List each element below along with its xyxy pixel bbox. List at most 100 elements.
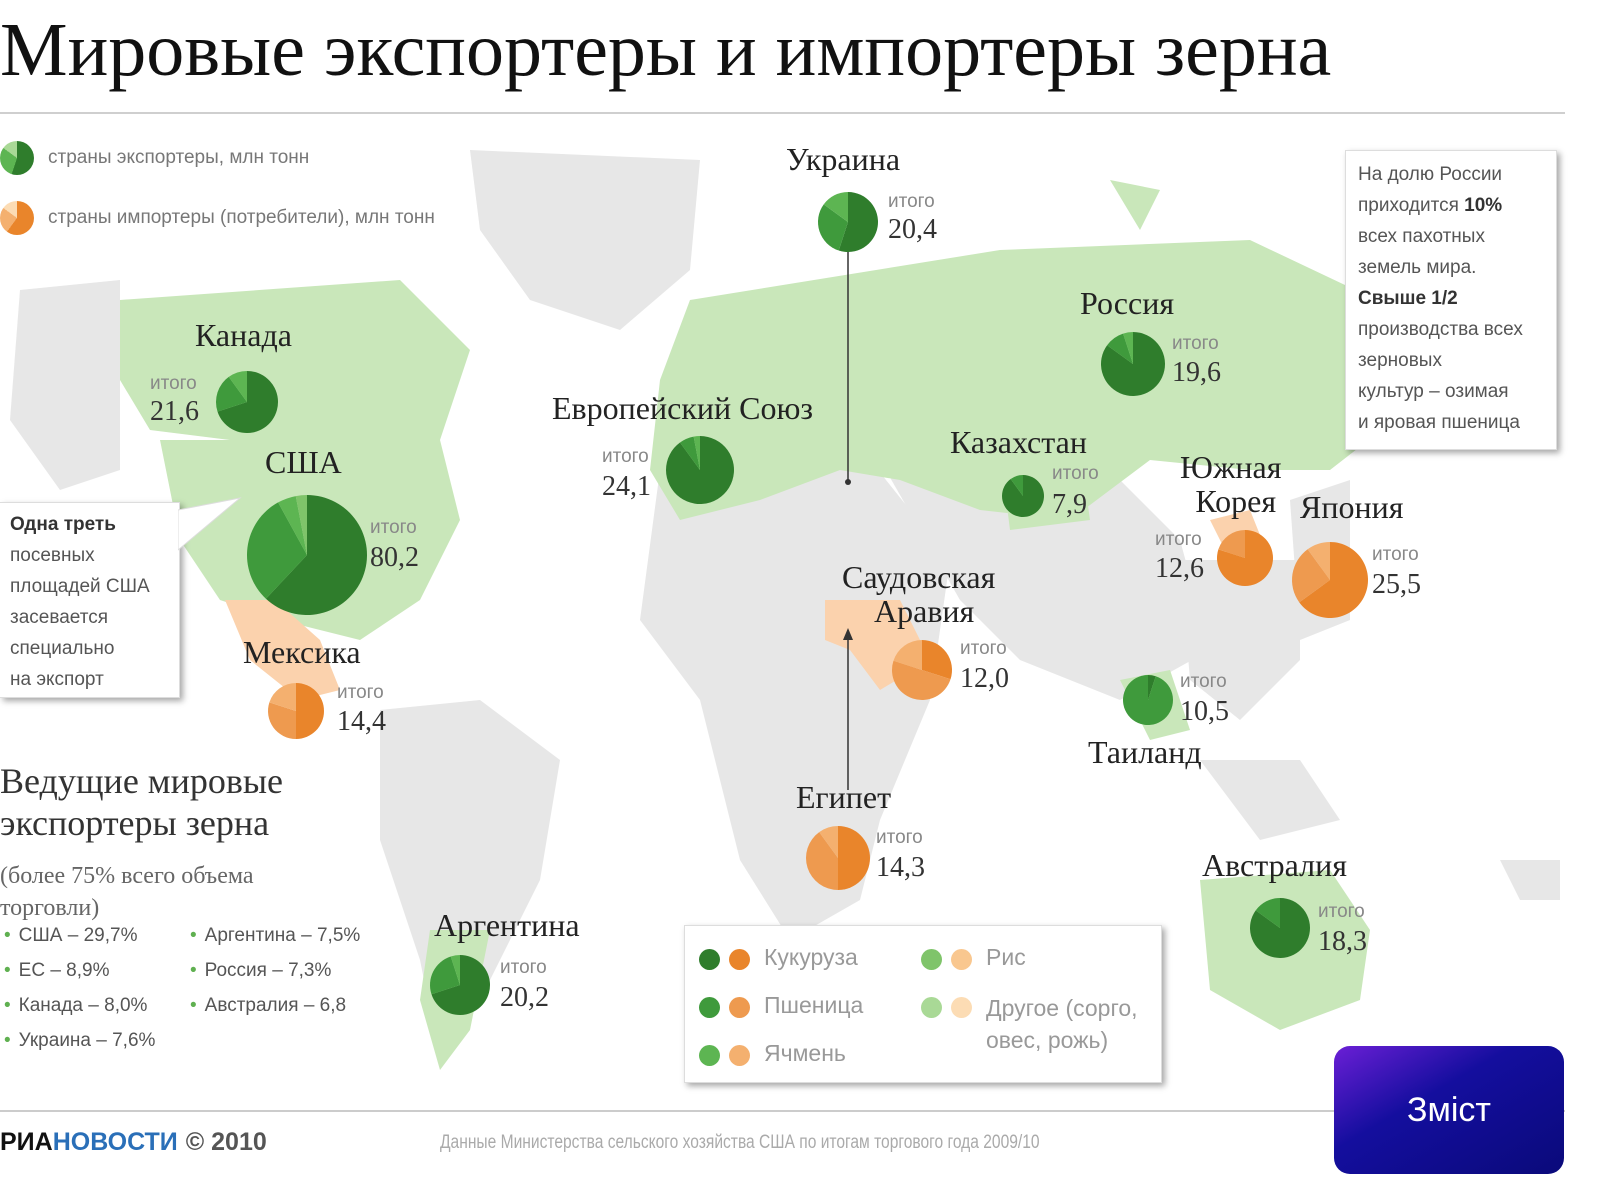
total-label-south-korea: итого	[1155, 529, 1202, 550]
russia-note-line: производства всех	[1358, 319, 1523, 340]
total-label-ukraine: итого	[888, 191, 935, 212]
leaders-subtitle: (более 75% всего объема торговли)	[0, 860, 254, 924]
total-label-russia: итого	[1172, 333, 1219, 354]
total-value-thailand: 10,5	[1180, 696, 1229, 727]
ria-logo: РИАНОВОСТИ © 2010	[0, 1128, 267, 1156]
total-label-usa: итого	[370, 517, 417, 538]
other-importer-dot	[951, 997, 972, 1018]
saudi-line1: Саудовская	[842, 559, 996, 595]
rice-exporter-dot	[921, 949, 942, 970]
crop-label: Пшеница	[764, 992, 864, 1018]
country-label-canada: Канада	[195, 317, 292, 353]
land-gray	[10, 150, 1560, 1060]
crop-label: Рис	[986, 944, 1026, 970]
russia-note-line: земель мира.	[1358, 257, 1477, 278]
total-value-japan: 25,5	[1372, 569, 1421, 600]
russia-note: На долю России приходится 10% всех пахот…	[1345, 150, 1557, 450]
usa-note-line: специально	[10, 638, 115, 659]
barley-importer-dot	[729, 1045, 750, 1066]
total-value-russia: 19,6	[1172, 357, 1221, 388]
total-value-ukraine: 20,4	[888, 214, 937, 245]
source-note: Данные Министерства сельского хозяйства …	[440, 1132, 1040, 1153]
corn-exporter-dot	[699, 949, 720, 970]
usa-note: Одна треть посевных площадей США засевае…	[0, 502, 180, 698]
page-title: Мировые экспортеры и импортеры зерна	[0, 8, 1332, 92]
saudi-line2: Аравия	[874, 593, 975, 629]
total-label-mexico: итого	[337, 682, 384, 703]
country-label-mexico: Мексика	[243, 634, 361, 670]
wheat-exporter-dot	[699, 997, 720, 1018]
total-value-usa: 80,2	[370, 542, 419, 573]
russia-note-line: Свыше 1/2	[1358, 288, 1458, 309]
crop-corn: Кукуруза	[699, 944, 858, 971]
country-label-saudi: Саудовская Аравия	[842, 560, 995, 628]
title-divider	[0, 112, 1565, 114]
total-value-argentina: 20,2	[500, 982, 549, 1013]
usa-note-pointer	[178, 497, 242, 551]
legend-exporters: страны экспортеры, млн тонн	[48, 147, 310, 168]
country-label-australia: Австралия	[1202, 847, 1347, 883]
crop-rice: Рис	[921, 944, 1026, 971]
russia-note-line: На долю России	[1358, 164, 1503, 185]
crop-legend: Кукуруза Пшеница Ячмень Рис Другое (сорг…	[684, 925, 1162, 1083]
usa-note-line: засевается	[10, 607, 109, 628]
russia-note-line: и яровая пшеница	[1358, 412, 1520, 433]
total-label-canada: итого	[150, 373, 197, 394]
crop-wheat: Пшеница	[699, 992, 863, 1019]
importer-pie-icon	[0, 201, 34, 235]
country-label-kazakhstan: Казахстан	[950, 424, 1087, 460]
total-value-eu: 24,1	[602, 471, 651, 502]
leader-item: США – 29,7%	[4, 918, 155, 953]
leader-item: Австралия – 6,8	[190, 988, 360, 1023]
russia-note-line: культур – озимая	[1358, 381, 1509, 402]
crop-label: Кукуруза	[764, 944, 858, 970]
rice-importer-dot	[951, 949, 972, 970]
usa-note-line: площадей США	[10, 576, 150, 597]
world-map	[10, 150, 1560, 1070]
leader-item: Канада – 8,0%	[4, 988, 155, 1023]
total-label-japan: итого	[1372, 544, 1419, 565]
total-value-saudi: 12,0	[960, 663, 1009, 694]
crop-label: Другое (сорго, овес, рожь)	[986, 995, 1138, 1053]
total-label-australia: итого	[1318, 901, 1365, 922]
total-label-eu: итого	[602, 446, 649, 467]
wheat-importer-dot	[729, 997, 750, 1018]
leaders-title: Ведущие мировые экспортеры зерна	[0, 760, 283, 844]
leader-item: Украина – 7,6%	[4, 1023, 156, 1058]
barley-exporter-dot	[699, 1045, 720, 1066]
total-label-saudi: итого	[960, 638, 1007, 659]
map-legend: страны экспортеры, млн тонн страны импор…	[0, 138, 435, 258]
crop-other: Другое (сорго, овес, рожь)	[921, 992, 1138, 1056]
south-korea-line2: Корея	[1195, 483, 1277, 519]
total-label-thailand: итого	[1180, 671, 1227, 692]
leaders-subtitle-line: торговли)	[0, 895, 100, 921]
russia-note-line: всех пахотных	[1358, 226, 1485, 247]
total-value-egypt: 14,3	[876, 852, 925, 883]
leaders-list-col2: Аргентина – 7,5% Россия – 7,3% Австралия…	[190, 918, 361, 1023]
country-label-egypt: Египет	[796, 779, 892, 815]
corn-importer-dot	[729, 949, 750, 970]
leaders-subtitle-line: (более 75% всего объема	[0, 863, 254, 889]
total-label-egypt: итого	[876, 827, 923, 848]
usa-note-line: Одна треть	[10, 514, 116, 535]
exporter-pie-icon	[0, 141, 34, 175]
total-value-kazakhstan: 7,9	[1052, 489, 1087, 520]
country-label-south-korea: Южная Корея	[1180, 450, 1281, 518]
russia-note-line: зерновых	[1358, 350, 1442, 371]
usa-note-line: посевных	[10, 545, 95, 566]
leaders-title-line: Ведущие мировые	[0, 761, 284, 801]
crop-barley: Ячмень	[699, 1040, 846, 1067]
country-label-usa: США	[265, 444, 342, 480]
usa-note-line: на экспорт	[10, 669, 104, 690]
leader-item: Аргентина – 7,5%	[190, 918, 361, 953]
total-label-kazakhstan: итого	[1052, 463, 1099, 484]
contents-button[interactable]: Зміст	[1334, 1046, 1564, 1174]
south-korea-line1: Южная	[1180, 449, 1282, 485]
total-value-mexico: 14,4	[337, 706, 386, 737]
total-label-argentina: итого	[500, 957, 547, 978]
other-exporter-dot	[921, 997, 942, 1018]
leaders-list-col1: США – 29,7% ЕС – 8,9% Канада – 8,0% Укра…	[4, 918, 156, 1058]
country-label-thailand: Таиланд	[1088, 734, 1202, 770]
total-value-canada: 21,6	[150, 396, 199, 427]
leader-item: ЕС – 8,9%	[4, 953, 155, 988]
